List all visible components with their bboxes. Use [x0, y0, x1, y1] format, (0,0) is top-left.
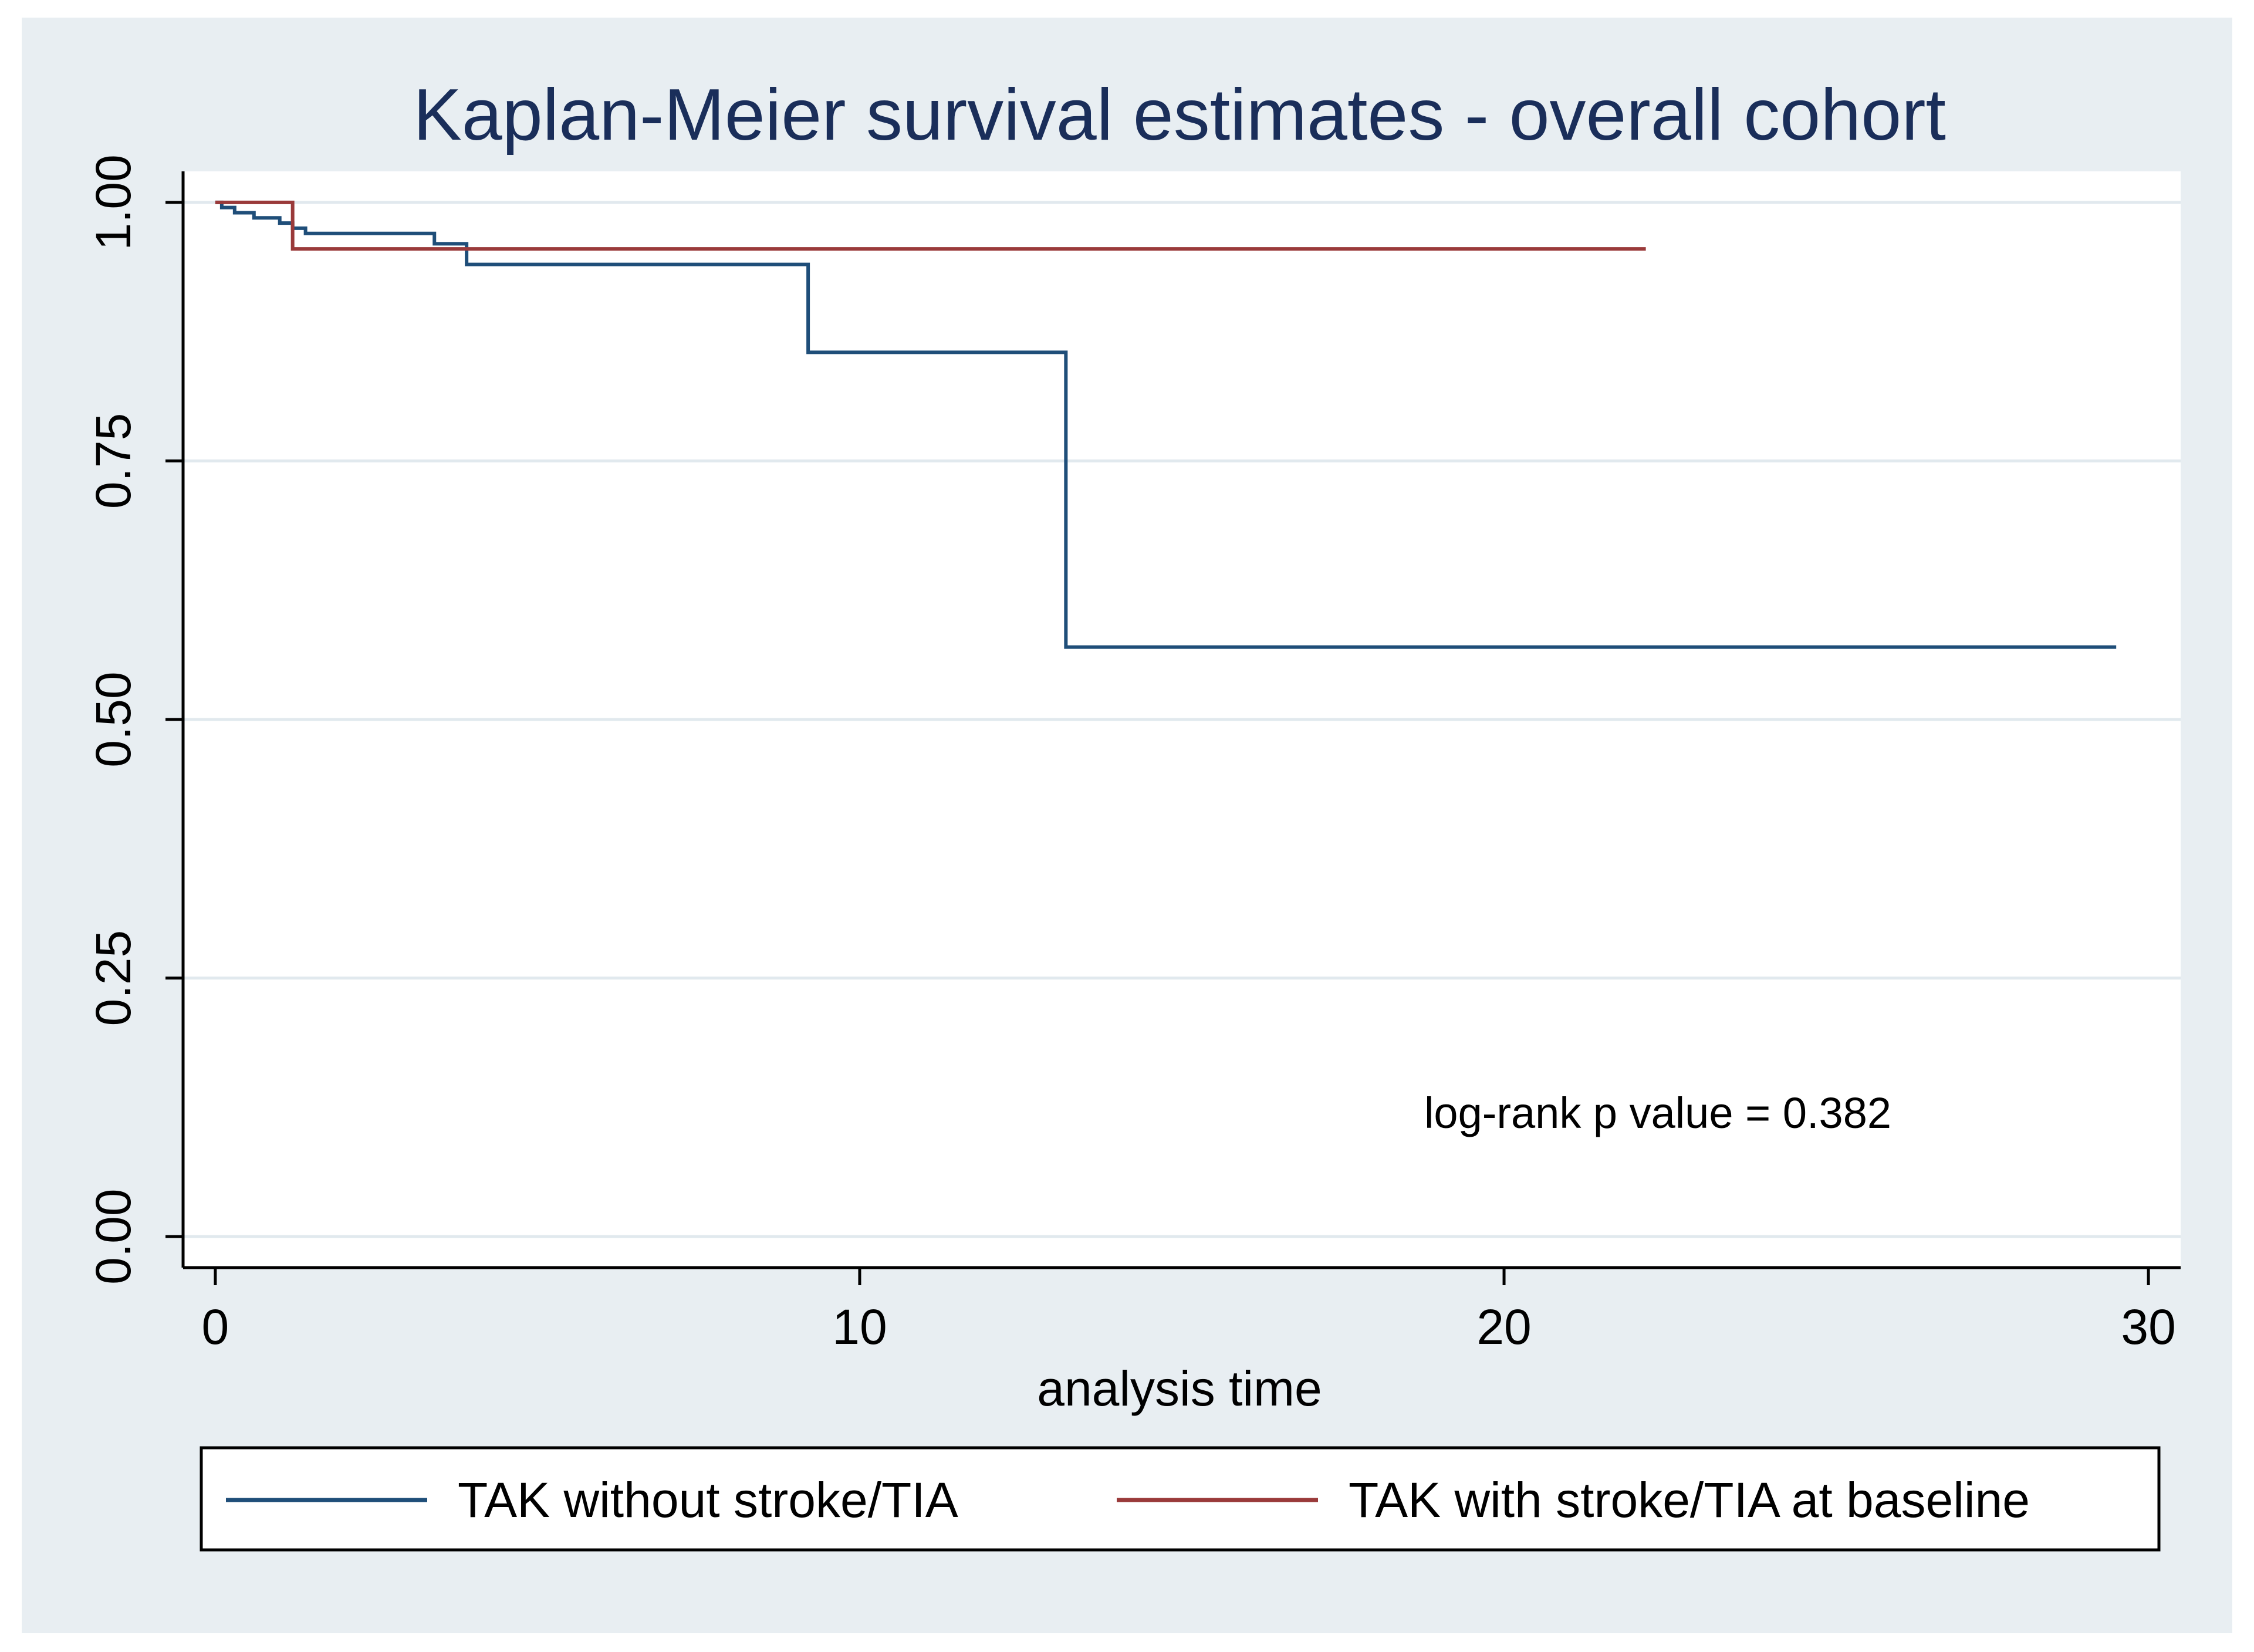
series-line-0 — [215, 200, 2117, 649]
x-tick-label: 10 — [832, 1299, 887, 1354]
axis-ticks: 0.00 0.25 0.50 0.75 1.00 0 10 20 30 — [86, 154, 2176, 1354]
gridlines — [183, 201, 2181, 1238]
legend-label-tak-with-stroke: TAK with stroke/TIA at baseline — [1349, 1472, 2030, 1528]
legend: TAK without stroke/TIA TAK with stroke/T… — [200, 1446, 2161, 1552]
x-axis-label: analysis time — [1037, 1361, 1322, 1416]
y-tick-label: 1.00 — [86, 154, 141, 251]
x-tick-label: 20 — [1476, 1299, 1531, 1354]
x-tick-label: 0 — [202, 1299, 229, 1354]
legend-label-tak-without-stroke: TAK without stroke/TIA — [458, 1472, 958, 1528]
series-line-1 — [215, 200, 1646, 251]
x-tick-label: 30 — [2121, 1299, 2175, 1354]
y-tick-label: 0.50 — [86, 671, 141, 768]
y-tick-label: 0.00 — [86, 1188, 141, 1285]
y-tick-label: 0.75 — [86, 413, 141, 509]
logrank-annotation: log-rank p value = 0.382 — [1424, 1089, 1891, 1137]
y-tick-label: 0.25 — [86, 930, 141, 1026]
chart-title: Kaplan-Meier survival estimates - overal… — [413, 75, 1946, 156]
series-lines — [215, 200, 2117, 649]
